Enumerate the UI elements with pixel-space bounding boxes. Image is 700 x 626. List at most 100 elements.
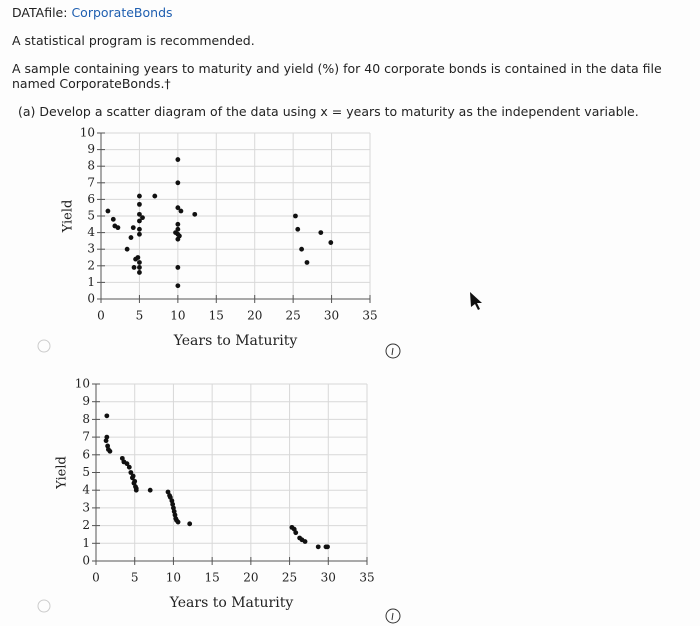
point (131, 265, 137, 270)
info-icon[interactable] (385, 343, 401, 359)
point (137, 231, 142, 237)
point (175, 283, 181, 289)
y-axis-label: Yield (55, 456, 70, 490)
point (137, 193, 142, 199)
point (137, 211, 142, 217)
x-tick-label: 0 (92, 571, 100, 585)
point (130, 473, 136, 479)
point (173, 516, 179, 521)
point (152, 193, 158, 199)
point (176, 233, 182, 239)
y-tick-label: 6 (82, 447, 90, 461)
x-tick-label: 5 (131, 571, 139, 585)
point (293, 213, 298, 219)
y-tick-label: 8 (82, 412, 90, 426)
point (187, 521, 193, 527)
point (103, 438, 109, 444)
y-tick-label: 0 (82, 554, 90, 568)
y-tick-label: 4 (82, 483, 90, 497)
point (133, 256, 138, 262)
description: A sample containing years to maturity an… (12, 61, 662, 91)
x-tick-label: 20 (243, 571, 258, 585)
point (295, 226, 301, 232)
point (124, 461, 130, 467)
y-tick-label: 9 (87, 142, 95, 156)
y-tick-label: 5 (82, 465, 90, 479)
datafile-line: DATAfile: CorporateBonds (12, 5, 173, 20)
x-tick-label: 25 (286, 309, 301, 323)
y-tick-label: 7 (82, 430, 90, 444)
question: (a) Develop a scatter diagram of the dat… (18, 104, 639, 119)
point (171, 509, 177, 514)
point (132, 478, 138, 484)
y-tick-label: 5 (87, 209, 95, 223)
y-tick-label: 1 (87, 275, 95, 289)
point (147, 487, 153, 493)
point (128, 235, 134, 240)
point (140, 215, 145, 221)
y-tick-label: 2 (82, 518, 90, 532)
y-tick-label: 7 (87, 175, 95, 189)
point (175, 221, 181, 227)
datafile-label: DATAfile: (12, 5, 68, 20)
x-tick-label: 10 (170, 309, 185, 323)
point (133, 486, 139, 491)
point (137, 265, 142, 270)
info-icon[interactable] (385, 608, 401, 624)
x-tick-label: 20 (247, 309, 262, 323)
point (105, 208, 111, 214)
x-tick-label: 30 (324, 309, 339, 323)
point (128, 470, 134, 475)
point (315, 544, 321, 550)
point (124, 246, 130, 252)
y-tick-label: 1 (82, 536, 90, 550)
point (105, 447, 111, 452)
y-tick-label: 9 (82, 394, 90, 408)
x-tick-label: 25 (282, 571, 297, 585)
x-tick-label: 30 (321, 571, 336, 585)
x-tick-label: 5 (136, 309, 144, 323)
point (175, 265, 181, 270)
point (167, 493, 172, 498)
point (325, 544, 330, 550)
x-tick-label: 35 (359, 571, 374, 585)
point (175, 180, 181, 186)
point (115, 225, 121, 231)
x-tick-label: 10 (166, 571, 181, 585)
y-tick-label: 3 (87, 242, 95, 256)
x-tick-label: 0 (97, 309, 105, 323)
cursor (470, 292, 482, 310)
point (192, 211, 198, 217)
datafile-name[interactable]: CorporateBonds (71, 5, 173, 20)
y-tick-label: 10 (80, 126, 95, 140)
point (299, 537, 305, 543)
x-tick-label: 35 (362, 309, 377, 323)
x-tick-label: 15 (205, 571, 220, 585)
point (178, 208, 184, 214)
point (137, 218, 142, 224)
point (137, 201, 142, 207)
y-axis-label: Yield (61, 200, 76, 234)
point (126, 464, 132, 470)
point (291, 526, 297, 532)
point (130, 225, 136, 231)
x-axis-label: Years to Maturity (173, 333, 298, 349)
point (318, 230, 324, 236)
y-tick-label: 10 (75, 377, 90, 391)
point (175, 157, 181, 162)
radio-button[interactable] (37, 339, 51, 353)
y-tick-label: 4 (87, 225, 95, 239)
point (299, 246, 304, 252)
radio-button[interactable] (37, 599, 51, 613)
point (104, 413, 110, 419)
point (173, 230, 178, 236)
note: A statistical program is recommended. (12, 33, 255, 48)
point (137, 270, 142, 275)
point (304, 260, 310, 265)
y-tick-label: 0 (87, 292, 95, 306)
point (170, 501, 176, 507)
y-tick-label: 2 (87, 258, 95, 272)
point (175, 519, 181, 525)
